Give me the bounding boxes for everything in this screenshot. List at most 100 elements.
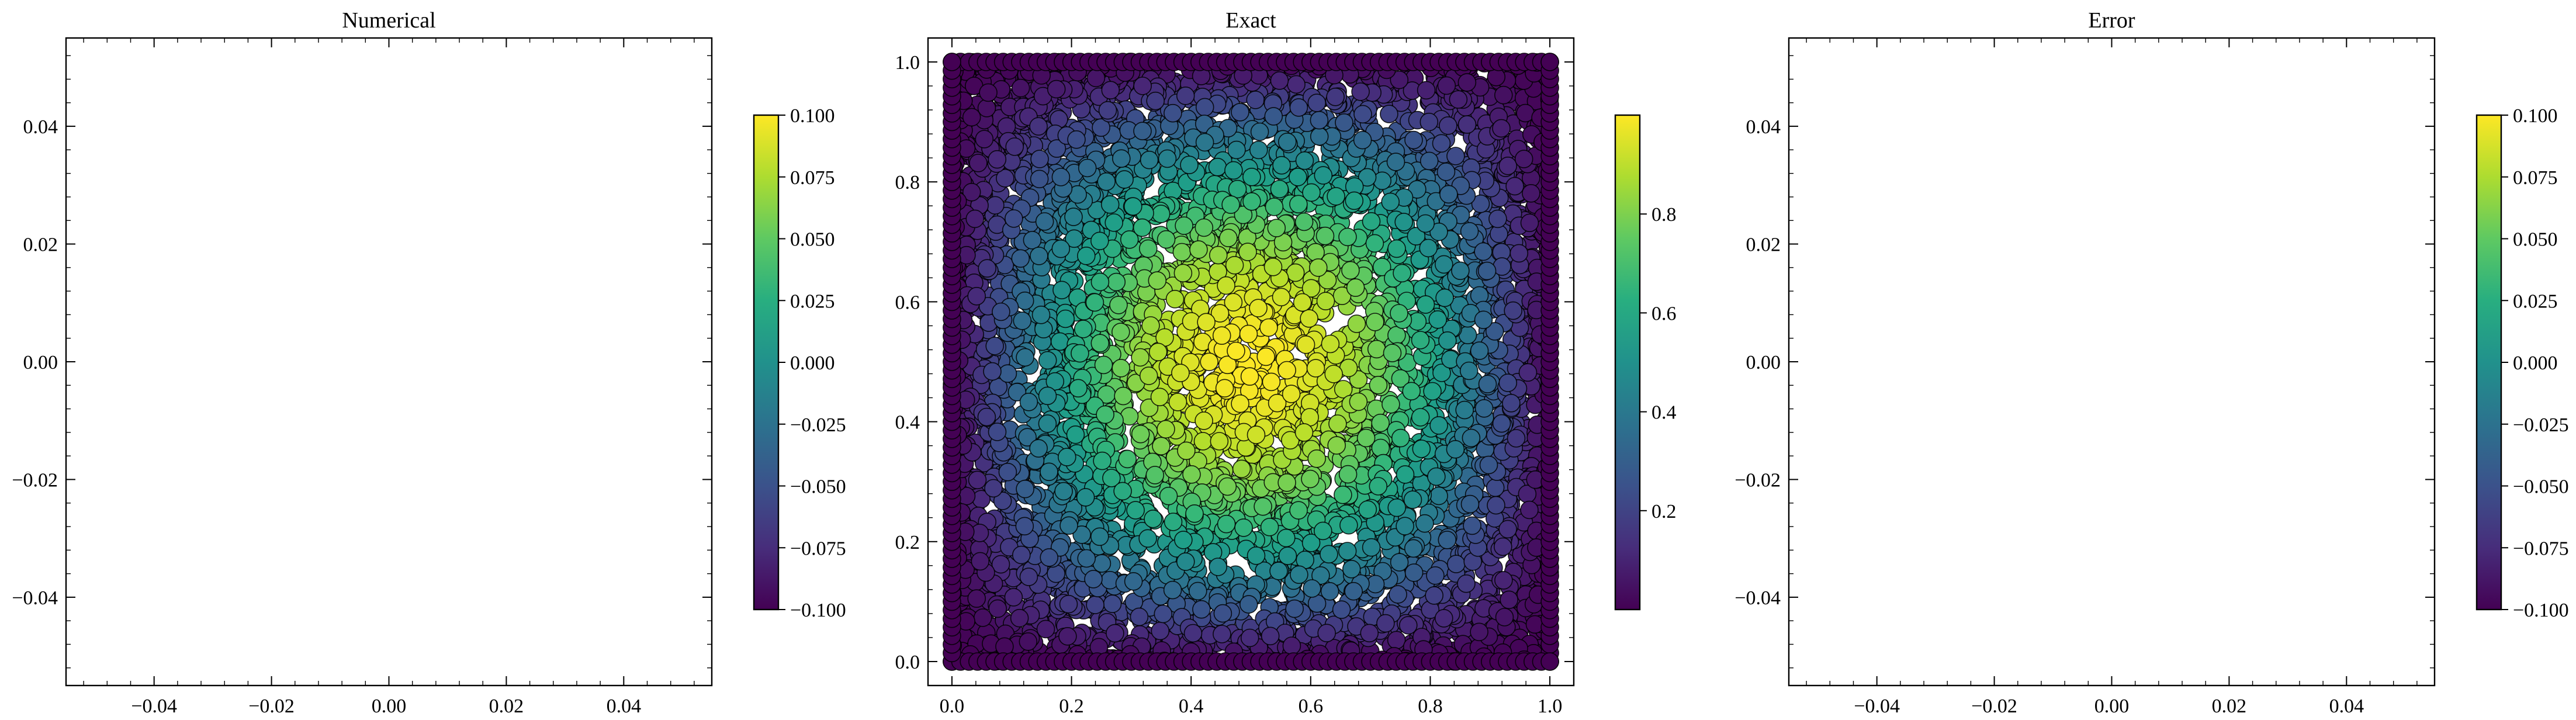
scatter-point (1310, 127, 1329, 146)
scatter-point (1419, 112, 1439, 131)
scatter-point (1338, 542, 1357, 560)
scatter-point (1097, 172, 1116, 191)
scatter-point (983, 362, 1002, 381)
scatter-point (1109, 296, 1128, 314)
scatter-point (1029, 117, 1048, 136)
scatter-point (1195, 98, 1214, 117)
scatter-point (1254, 497, 1272, 516)
scatter-point (1438, 331, 1457, 350)
scatter-point (1399, 616, 1418, 635)
scatter-point (1138, 529, 1157, 548)
scatter-point (1487, 496, 1505, 515)
scatter-point (1227, 140, 1246, 160)
scatter-point (1278, 546, 1297, 565)
scatter-point (1256, 347, 1275, 366)
scatter-point (1494, 85, 1513, 105)
scatter-point (1416, 295, 1435, 314)
scatter-point (1411, 331, 1430, 349)
scatter-point (1507, 429, 1526, 448)
scatter-point (1380, 105, 1398, 123)
scatter-point (1064, 207, 1083, 226)
scatter-point (1315, 226, 1335, 245)
y-tick-label: 0.04 (23, 116, 58, 138)
x-tick-label: −0.02 (248, 695, 295, 717)
scatter-point (1341, 261, 1360, 280)
scatter-point (1164, 103, 1182, 123)
scatter-point (1013, 311, 1032, 330)
scatter-point (1404, 539, 1423, 558)
scatter-point (1314, 521, 1332, 541)
scatter-point (1295, 151, 1314, 170)
panel-numerical: Numerical−0.04 −0.02 0.00 0.02 0.04−0.04−0.0… (12, 8, 846, 717)
scatter-point (1272, 288, 1291, 307)
scatter-point (1289, 501, 1308, 520)
scatter-point (1321, 334, 1340, 354)
scatter-point (1396, 517, 1414, 536)
scatter-point (1051, 168, 1071, 186)
scatter-point (1106, 624, 1124, 643)
scatter-point (1066, 425, 1085, 444)
scatter-point (1092, 554, 1112, 573)
scatter-point (1447, 555, 1466, 573)
scatter-point (1154, 604, 1173, 624)
scatter-point (1449, 90, 1468, 109)
scatter-point (1131, 348, 1149, 367)
scatter-point (1194, 218, 1214, 237)
scatter-point (1176, 86, 1195, 105)
scatter-point (1339, 515, 1358, 535)
scatter-point (1393, 264, 1411, 283)
scatter-point (1118, 449, 1137, 469)
scatter-point (1038, 414, 1057, 433)
scatter-point (1436, 162, 1456, 181)
scatter-point (1505, 176, 1524, 196)
scatter-point (1474, 399, 1494, 418)
scatter-point (1347, 314, 1366, 333)
scatter-point (1362, 538, 1381, 557)
scatter-point (1131, 424, 1150, 444)
scatter-point (1278, 133, 1297, 151)
scatter-point (1412, 439, 1431, 458)
scatter-point (1238, 243, 1257, 261)
scatter-point (1101, 81, 1120, 100)
scatter-point (1332, 600, 1351, 619)
colorbar (753, 114, 780, 611)
scatter-point (1310, 110, 1329, 130)
scatter-point (1320, 581, 1339, 601)
scatter-point (1366, 313, 1384, 331)
scatter-point (1269, 562, 1288, 580)
scatter-point (1177, 441, 1196, 461)
scatter-point (1358, 500, 1377, 519)
scatter-point (985, 337, 1004, 355)
scatter-point (1360, 624, 1379, 643)
scatter-point (1272, 155, 1291, 175)
scatter-point (1217, 514, 1236, 534)
scatter-point (1498, 156, 1518, 175)
scatter-point (1270, 179, 1289, 199)
scatter-point (1522, 184, 1540, 203)
scatter-point (1390, 553, 1409, 572)
scatter-point (1139, 239, 1158, 258)
scatter-point (1144, 509, 1162, 528)
colorbar-tick-label: −0.050 (790, 476, 846, 498)
scatter-point (1344, 581, 1363, 601)
scatter-point (1086, 596, 1105, 614)
scatter-point (1457, 115, 1477, 134)
scatter-point (1249, 299, 1268, 318)
scatter-point (1175, 216, 1193, 236)
colorbar-tick-label: −0.025 (790, 414, 846, 436)
scatter-point (1289, 98, 1308, 117)
scatter-point (1460, 494, 1480, 514)
scatter-point (1282, 636, 1301, 655)
scatter-point (1265, 198, 1284, 216)
scatter-point (1387, 326, 1406, 345)
scatter-point (1016, 479, 1034, 499)
scatter-point (1010, 608, 1029, 628)
scatter-point (1371, 413, 1390, 432)
scatter-point (1419, 238, 1438, 258)
scatter-point (1327, 436, 1346, 455)
scatter-point (1287, 75, 1306, 94)
scatter-point (1182, 465, 1201, 484)
scatter-point (1012, 545, 1031, 565)
scatter-point (1326, 88, 1345, 106)
